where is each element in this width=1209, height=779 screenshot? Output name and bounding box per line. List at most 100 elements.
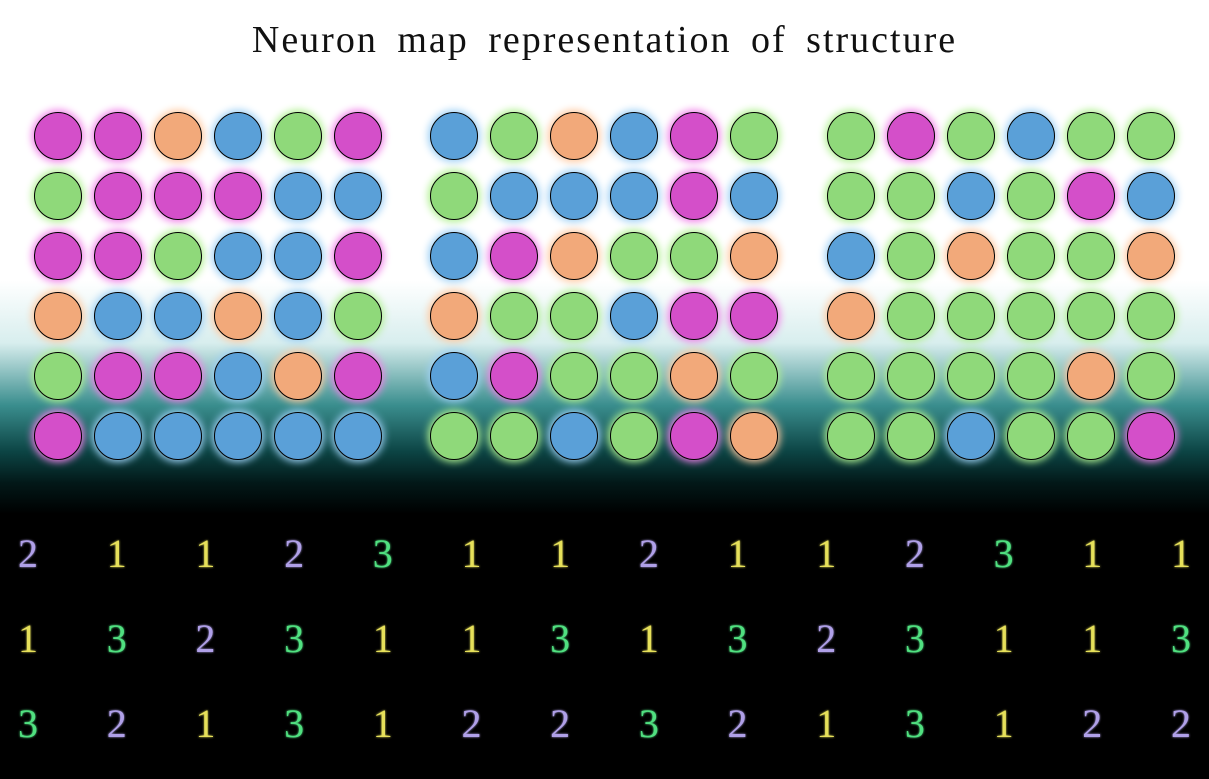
number-cell: 1 bbox=[451, 615, 491, 662]
number-cell: 2 bbox=[895, 530, 935, 577]
number-cell: 3 bbox=[895, 615, 935, 662]
number-cell: 1 bbox=[8, 615, 48, 662]
neuron bbox=[1127, 412, 1175, 460]
neuron bbox=[730, 232, 778, 280]
number-cell: 2 bbox=[8, 530, 48, 577]
neuron bbox=[1067, 292, 1115, 340]
neuron bbox=[827, 352, 875, 400]
number-cell: 2 bbox=[806, 615, 846, 662]
neuron bbox=[490, 292, 538, 340]
neuron bbox=[34, 232, 82, 280]
number-cell: 2 bbox=[718, 700, 758, 747]
number-cell: 2 bbox=[185, 615, 225, 662]
neuron bbox=[94, 112, 142, 160]
number-cell: 1 bbox=[540, 530, 580, 577]
number-cell: 2 bbox=[1161, 700, 1201, 747]
number-cell: 2 bbox=[540, 700, 580, 747]
neuron bbox=[730, 112, 778, 160]
neuron bbox=[887, 292, 935, 340]
neuron bbox=[947, 172, 995, 220]
neuron bbox=[670, 412, 718, 460]
neuron bbox=[1007, 412, 1055, 460]
neuron bbox=[214, 292, 262, 340]
neuron bbox=[154, 172, 202, 220]
number-cell: 1 bbox=[1072, 615, 1112, 662]
number-cell: 1 bbox=[806, 700, 846, 747]
neuron bbox=[490, 412, 538, 460]
neuron bbox=[827, 292, 875, 340]
number-cell: 1 bbox=[97, 530, 137, 577]
neuron bbox=[490, 172, 538, 220]
neuron bbox=[430, 172, 478, 220]
neuron bbox=[610, 352, 658, 400]
neuron bbox=[947, 352, 995, 400]
neuron bbox=[430, 112, 478, 160]
neuron bbox=[274, 292, 322, 340]
neuron bbox=[610, 412, 658, 460]
neuron bbox=[430, 292, 478, 340]
neuron bbox=[730, 292, 778, 340]
neuron bbox=[490, 352, 538, 400]
neuron bbox=[34, 352, 82, 400]
number-cell: 1 bbox=[984, 615, 1024, 662]
number-cell: 3 bbox=[97, 615, 137, 662]
neuron bbox=[94, 172, 142, 220]
neuron bbox=[610, 172, 658, 220]
neuron bbox=[887, 172, 935, 220]
neuron bbox=[334, 172, 382, 220]
neuron bbox=[274, 112, 322, 160]
neuron bbox=[550, 292, 598, 340]
number-cell: 3 bbox=[8, 700, 48, 747]
neuron bbox=[1007, 112, 1055, 160]
neuron bbox=[947, 412, 995, 460]
neuron bbox=[887, 352, 935, 400]
number-cell: 3 bbox=[984, 530, 1024, 577]
number-cell: 3 bbox=[363, 530, 403, 577]
neuron bbox=[1127, 292, 1175, 340]
neuron bbox=[274, 352, 322, 400]
neuron bbox=[730, 172, 778, 220]
neuron bbox=[610, 232, 658, 280]
neuron bbox=[670, 292, 718, 340]
neuron bbox=[827, 232, 875, 280]
neuron bbox=[550, 412, 598, 460]
neuron bbox=[550, 172, 598, 220]
neuron bbox=[947, 112, 995, 160]
number-cell: 1 bbox=[718, 530, 758, 577]
neuron bbox=[550, 232, 598, 280]
neuron bbox=[1067, 112, 1115, 160]
neuron bbox=[334, 232, 382, 280]
number-row-0: 21123112112311 bbox=[8, 530, 1201, 577]
number-rows-container: 2112311211231113231131323113321312232131… bbox=[0, 530, 1209, 779]
neuron bbox=[827, 412, 875, 460]
neuron bbox=[827, 112, 875, 160]
neuron bbox=[34, 292, 82, 340]
neuron bbox=[154, 292, 202, 340]
neuron-grid-2 bbox=[823, 108, 1179, 464]
neuron bbox=[887, 112, 935, 160]
neuron bbox=[490, 232, 538, 280]
neuron bbox=[214, 412, 262, 460]
number-cell: 1 bbox=[984, 700, 1024, 747]
number-cell: 2 bbox=[1072, 700, 1112, 747]
neuron bbox=[430, 412, 478, 460]
neuron bbox=[1127, 352, 1175, 400]
number-cell: 2 bbox=[97, 700, 137, 747]
number-row-1: 13231131323113 bbox=[8, 615, 1201, 662]
number-cell: 2 bbox=[274, 530, 314, 577]
neuron bbox=[94, 292, 142, 340]
neuron-grid-1 bbox=[426, 108, 782, 464]
number-cell: 1 bbox=[451, 530, 491, 577]
neuron bbox=[490, 112, 538, 160]
neuron bbox=[610, 292, 658, 340]
neuron bbox=[154, 352, 202, 400]
neuron bbox=[827, 172, 875, 220]
neuron bbox=[1127, 172, 1175, 220]
number-cell: 3 bbox=[274, 700, 314, 747]
number-cell: 1 bbox=[363, 700, 403, 747]
neuron bbox=[670, 112, 718, 160]
neuron bbox=[550, 352, 598, 400]
neuron bbox=[34, 412, 82, 460]
neuron bbox=[154, 412, 202, 460]
neuron bbox=[154, 232, 202, 280]
